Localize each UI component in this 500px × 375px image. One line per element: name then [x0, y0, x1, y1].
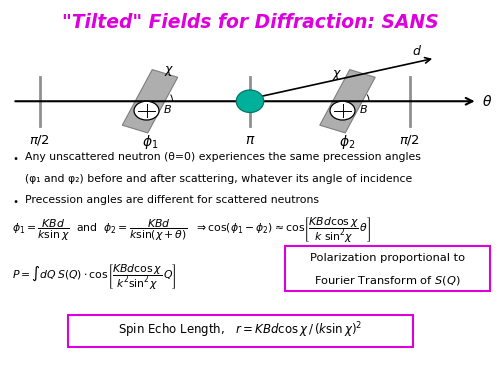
Text: $\phi_1$: $\phi_1$	[142, 133, 158, 151]
Ellipse shape	[236, 90, 264, 112]
Text: Precession angles are different for scattered neutrons: Precession angles are different for scat…	[25, 195, 319, 205]
Polygon shape	[122, 70, 178, 133]
Text: $\theta$: $\theta$	[482, 94, 492, 109]
Circle shape	[330, 101, 355, 120]
Text: $d$: $d$	[412, 44, 422, 58]
Text: Fourier Transform of $S(Q)$: Fourier Transform of $S(Q)$	[314, 274, 461, 287]
Text: $\phi_2$: $\phi_2$	[340, 133, 355, 151]
Text: Any unscattered neutron (θ=0) experiences the same precession angles: Any unscattered neutron (θ=0) experience…	[25, 152, 421, 162]
Text: $B$: $B$	[359, 103, 368, 115]
FancyBboxPatch shape	[285, 246, 490, 291]
Text: "Tilted" Fields for Diffraction: SANS: "Tilted" Fields for Diffraction: SANS	[62, 13, 438, 32]
Text: $\pi/2$: $\pi/2$	[400, 133, 420, 147]
Text: $\phi_1 = \dfrac{KBd}{k\sin\chi}$  and  $\phi_2 = \dfrac{KBd}{k\sin(\chi+\theta): $\phi_1 = \dfrac{KBd}{k\sin\chi}$ and $\…	[12, 216, 372, 245]
Circle shape	[134, 101, 159, 120]
FancyBboxPatch shape	[68, 315, 412, 347]
Text: Polarization proportional to: Polarization proportional to	[310, 253, 465, 263]
Text: $\pi/2$: $\pi/2$	[30, 133, 50, 147]
Text: Spin Echo Length,   $r = KBd\cos\chi\,/\,(k\sin\chi)^2$: Spin Echo Length, $r = KBd\cos\chi\,/\,(…	[118, 321, 362, 340]
Text: $\chi$: $\chi$	[332, 69, 343, 82]
Text: $P = \int dQ\,S(Q)\cdot\cos\!\left[\dfrac{KBd\cos\chi}{k^2\sin^2\!\chi}\,Q\right: $P = \int dQ\,S(Q)\cdot\cos\!\left[\dfra…	[12, 262, 177, 292]
Text: $B$: $B$	[163, 103, 172, 115]
Text: $\pi$: $\pi$	[244, 133, 256, 147]
Text: $\chi$: $\chi$	[164, 64, 174, 78]
Polygon shape	[320, 70, 375, 133]
Text: $\bullet$: $\bullet$	[12, 152, 19, 162]
Text: $\bullet$: $\bullet$	[12, 195, 19, 205]
Text: (φ₁ and φ₂) before and after scattering, whatever its angle of incidence: (φ₁ and φ₂) before and after scattering,…	[25, 174, 412, 184]
